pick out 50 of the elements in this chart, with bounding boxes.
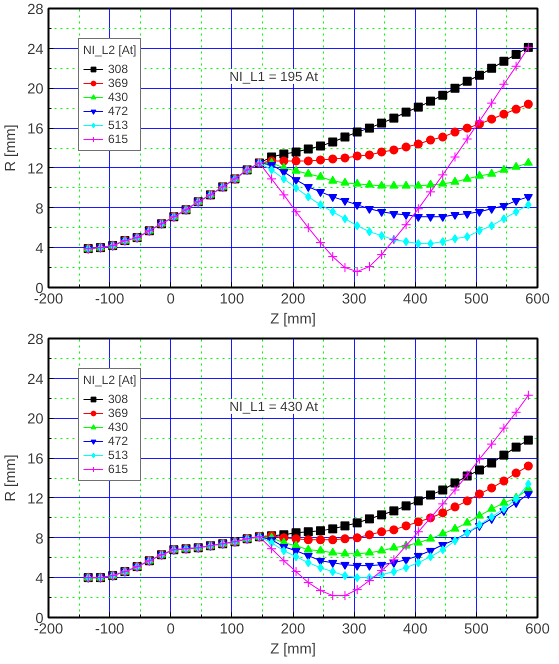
y-tick-label: 20 [27, 412, 44, 428]
y-tick-label: 12 [27, 491, 44, 508]
y-tick-label: 8 [35, 201, 44, 218]
y-tick-label: 12 [27, 161, 44, 178]
y-tick-label: 20 [27, 82, 44, 98]
legend-title: NI_L2 [At] [83, 373, 136, 387]
y-tick-label: 24 [27, 42, 44, 58]
legend-label: 513 [108, 448, 128, 462]
x-tick-label: 100 [220, 622, 244, 638]
y-tick-label: 4 [35, 571, 44, 588]
legend-label: 615 [108, 132, 128, 146]
x-tick-label: 200 [280, 622, 306, 638]
y-tick-label: 8 [35, 531, 44, 548]
y-tick-label: 24 [27, 372, 44, 388]
y-tick-label: 16 [27, 452, 44, 468]
legend-title: NI_L2 [At] [83, 43, 136, 57]
legend-label: 308 [108, 392, 128, 406]
x-tick-label: -100 [94, 292, 124, 308]
legend-label: 513 [108, 118, 128, 132]
x-tick-label: 500 [464, 292, 489, 308]
x-tick-label: 100 [220, 292, 244, 308]
y-tick-label: 16 [27, 122, 44, 138]
legend-label: 430 [108, 420, 128, 434]
legend-label: 615 [108, 462, 128, 476]
legend-label: 472 [108, 104, 128, 118]
x-tick-label: 600 [525, 622, 550, 638]
x-tick-label: 500 [464, 622, 489, 638]
y-tick-label: 4 [35, 241, 44, 258]
x-tick-label: 400 [403, 622, 428, 638]
legend-label: 430 [108, 90, 128, 104]
x-tick-label: -100 [94, 622, 124, 638]
y-tick-label: 28 [27, 2, 44, 18]
x-tick-label: 400 [403, 292, 428, 308]
x-tick-label: 300 [342, 622, 366, 638]
y-axis-title: R [mm] [3, 124, 20, 172]
x-axis-title: Z [mm] [270, 642, 316, 658]
x-tick-label: 600 [525, 292, 550, 308]
y-axis-title: R [mm] [3, 454, 20, 502]
annotation: NI_L1 = 430 At [229, 398, 318, 414]
x-tick-label: 300 [342, 292, 366, 308]
legend-label: 369 [108, 406, 128, 420]
legend-label: 369 [108, 76, 128, 90]
annotation: NI_L1 = 195 At [229, 68, 318, 84]
x-tick-label: 0 [166, 292, 175, 308]
legend-label: 472 [108, 434, 128, 448]
x-tick-label: 0 [166, 622, 175, 638]
legend-label: 308 [108, 62, 128, 76]
x-tick-label: 200 [280, 292, 306, 308]
x-axis-title: Z [mm] [270, 312, 316, 328]
y-tick-label: 28 [27, 332, 44, 348]
